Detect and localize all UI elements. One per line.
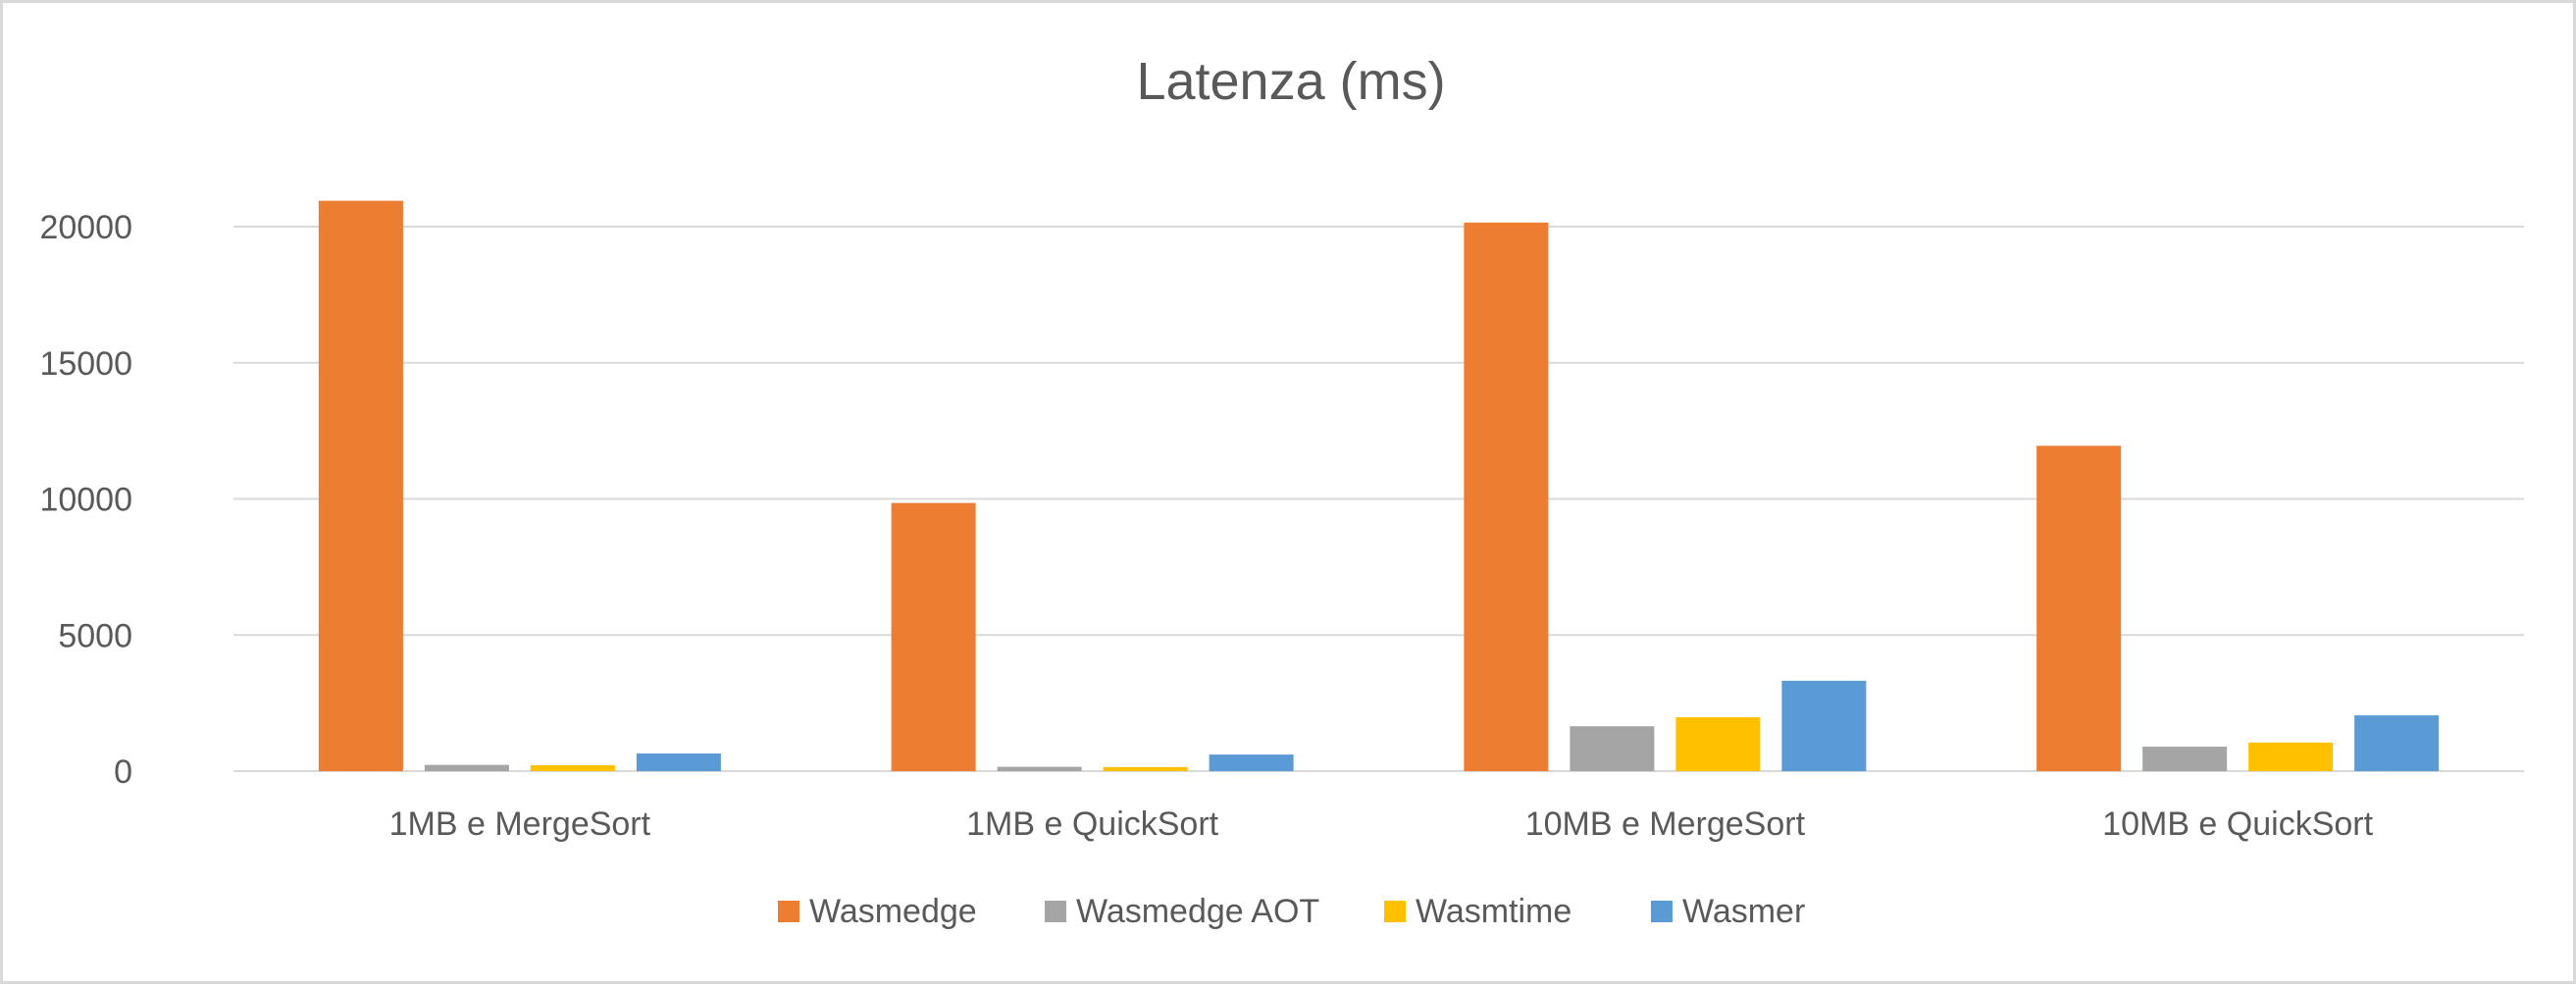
legend-label: Wasmer	[1682, 893, 1805, 930]
gridlines	[233, 226, 2524, 772]
legend-item: Wasmedge AOT	[1045, 893, 1319, 930]
bar	[2248, 742, 2334, 771]
x-category-label: 1MB e QuickSort	[966, 805, 1219, 843]
bar	[1103, 766, 1188, 771]
legend-label: Wasmedge AOT	[1076, 893, 1319, 930]
bar	[2036, 445, 2122, 771]
chart-title: Latenza (ms)	[1136, 52, 1445, 111]
legend-item: Wasmtime	[1384, 893, 1571, 930]
legend-label: Wasmtime	[1416, 893, 1571, 930]
legend: Wasmedge Wasmedge AOT Wasmtime Wasmer	[778, 893, 1805, 930]
y-tick-label: 20000	[39, 209, 132, 246]
bar	[1464, 222, 1549, 771]
bars	[318, 200, 2440, 771]
bar-chart: Latenza (ms) 0 5000 10000 15000 20000 1MB e …	[39, 52, 2524, 930]
y-tick-label: 10000	[39, 482, 132, 519]
x-category-label: 1MB e MergeSort	[389, 805, 651, 843]
legend-item: Wasmedge	[778, 893, 977, 930]
y-axis-ticks: 0 5000 10000 15000 20000	[39, 209, 132, 791]
y-tick-label: 15000	[39, 345, 132, 383]
x-category-label: 10MB e MergeSort	[1525, 805, 1806, 843]
bar	[1675, 717, 1761, 771]
bar	[318, 200, 403, 771]
bar	[2142, 747, 2228, 771]
x-category-label: 10MB e QuickSort	[2102, 805, 2373, 843]
bar	[1570, 726, 1655, 771]
bar	[1781, 680, 1867, 771]
legend-item: Wasmer	[1651, 893, 1805, 930]
bar	[530, 764, 615, 771]
legend-swatch	[1384, 901, 1406, 922]
legend-label: Wasmedge	[809, 893, 977, 930]
bar	[1209, 754, 1294, 771]
bar	[997, 766, 1082, 771]
bar	[424, 764, 509, 771]
bar	[2354, 715, 2440, 771]
y-tick-label: 5000	[58, 617, 132, 654]
x-axis-categories: 1MB e MergeSort 1MB e QuickSort 10MB e Mer…	[389, 805, 2374, 843]
legend-swatch	[1651, 901, 1673, 922]
legend-swatch	[778, 901, 799, 922]
bar	[636, 753, 721, 771]
legend-swatch	[1045, 901, 1066, 922]
y-tick-label: 0	[114, 753, 132, 791]
bar	[891, 502, 976, 771]
